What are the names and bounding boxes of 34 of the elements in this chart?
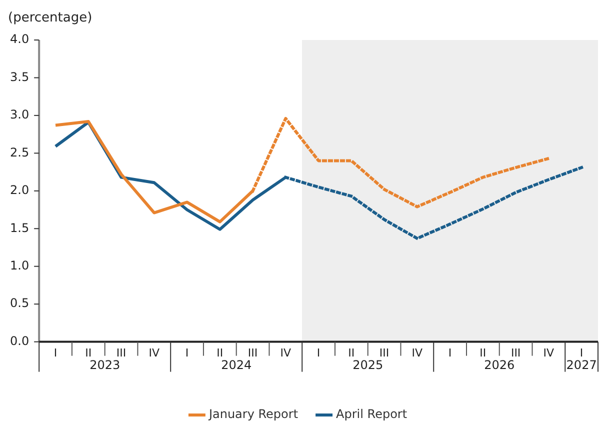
x-tick-label: IV [280, 346, 292, 360]
x-tick-label: II [480, 346, 486, 360]
legend-label: April Report [336, 407, 408, 422]
x-tick-label: I [54, 346, 58, 360]
y-tick-label: 0.5 [10, 296, 30, 310]
y-tick-label: 3.5 [10, 70, 30, 84]
x-tick-label: IV [148, 346, 160, 360]
x-tick-label: II [216, 346, 224, 360]
y-tick-label: 0.0 [10, 334, 30, 348]
y-tick-label: 1.5 [10, 220, 30, 235]
text: 2027 [566, 358, 597, 372]
y-axis-title: (percentage) [8, 10, 92, 26]
y-tick-label: 2.0 [10, 183, 30, 198]
text: 2023 [90, 358, 120, 372]
x-tick-label: III [248, 346, 258, 360]
y-tick-label: 3.0 [10, 108, 30, 122]
x-tick-label: IV [412, 346, 424, 360]
x-tick-label: III [510, 346, 521, 360]
y-tick-label: 2.5 [10, 145, 30, 160]
x-tick-label: I [448, 346, 452, 360]
y-tick-label: 1.0 [10, 258, 30, 272]
x-tick-label: I [316, 346, 320, 360]
x-tick-label: I [185, 346, 189, 360]
text: 2024 [221, 358, 252, 372]
x-tick-label: II [85, 346, 92, 360]
x-tick-label: I [580, 346, 584, 360]
y-tick-label: 4.0 [10, 32, 30, 46]
x-tick-label: IV [543, 346, 555, 360]
x-tick-label: III [379, 346, 390, 360]
text: 2026 [484, 358, 515, 372]
text: 2025 [352, 358, 384, 372]
legend-label: January Report [208, 407, 298, 422]
x-tick-label: III [116, 346, 126, 360]
x-tick-label: II [348, 346, 355, 360]
